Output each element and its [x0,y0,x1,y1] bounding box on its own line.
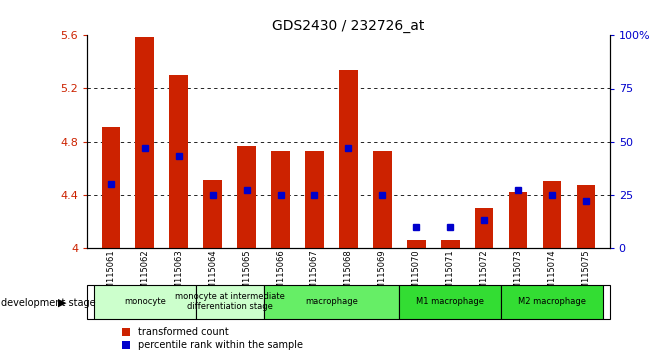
Text: development stage: development stage [1,298,96,308]
Text: GSM115063: GSM115063 [174,250,183,301]
Bar [196,285,263,319]
Text: monocyte at intermediate
differentiation stage: monocyte at intermediate differentiation… [175,292,285,312]
Bar [339,70,358,248]
Text: GSM115074: GSM115074 [547,250,557,300]
Text: monocyte: monocyte [124,297,165,306]
Text: GSM115072: GSM115072 [480,250,488,300]
Bar [441,240,460,248]
Text: GSM115075: GSM115075 [582,250,590,300]
Bar [501,285,603,319]
Bar [203,180,222,248]
Text: M2 macrophage: M2 macrophage [518,297,586,306]
Bar [577,185,595,248]
Text: macrophage: macrophage [305,297,358,306]
Text: GSM115069: GSM115069 [378,250,387,300]
Bar [94,285,196,319]
Bar [305,151,324,248]
Text: GSM115061: GSM115061 [107,250,115,300]
Bar [102,127,120,248]
Text: GSM115070: GSM115070 [412,250,421,300]
Text: GSM115062: GSM115062 [140,250,149,300]
Bar [407,240,425,248]
Bar [135,37,154,248]
Bar [271,151,290,248]
Bar [475,208,494,248]
Bar [509,192,527,248]
Legend: transformed count, percentile rank within the sample: transformed count, percentile rank withi… [118,324,306,354]
Text: GSM115065: GSM115065 [242,250,251,300]
Title: GDS2430 / 232726_at: GDS2430 / 232726_at [272,19,425,33]
Text: GSM115071: GSM115071 [446,250,455,300]
Bar [373,151,392,248]
Bar [543,181,561,248]
Text: GSM115067: GSM115067 [310,250,319,301]
Text: GSM115064: GSM115064 [208,250,217,300]
Text: ▶: ▶ [58,298,66,308]
Bar [399,285,501,319]
Text: M1 macrophage: M1 macrophage [416,297,484,306]
Bar [170,75,188,248]
Bar [263,285,399,319]
Text: GSM115073: GSM115073 [514,250,523,301]
Bar [237,145,256,248]
Text: GSM115066: GSM115066 [276,250,285,301]
Text: GSM115068: GSM115068 [344,250,353,301]
